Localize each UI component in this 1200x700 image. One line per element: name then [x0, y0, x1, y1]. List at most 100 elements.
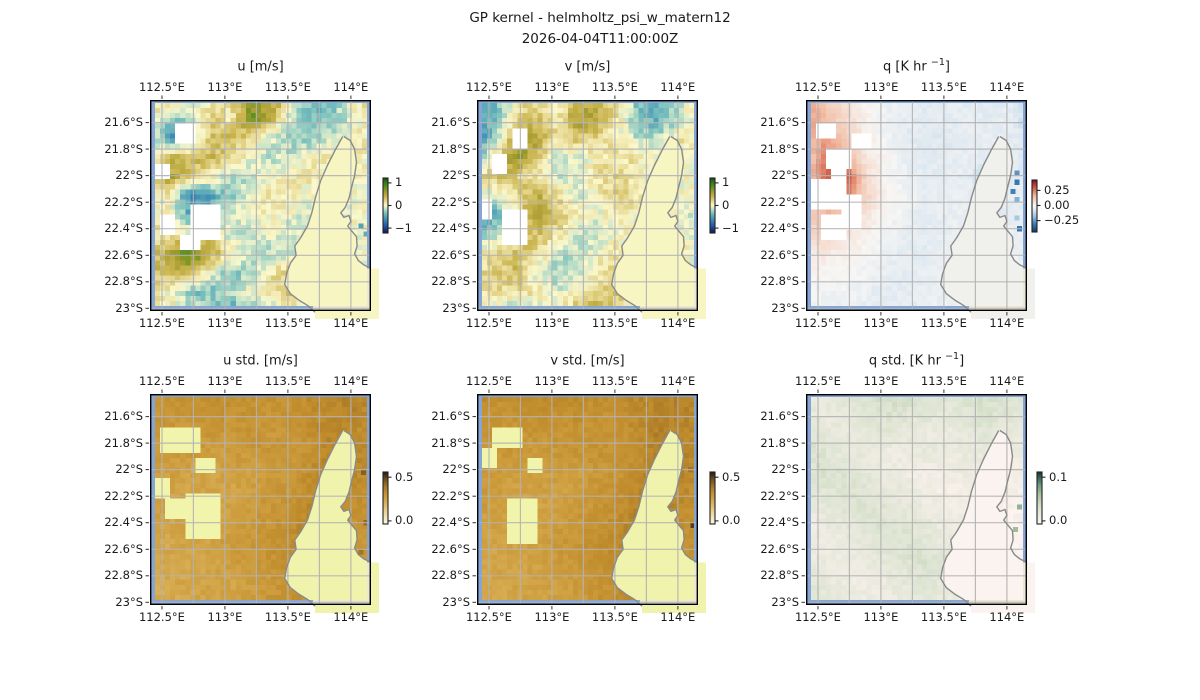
tick-label-lon: 113°E [863, 80, 899, 94]
tick-label-lat: 21.8°S [431, 435, 470, 450]
tick-label-lat: 22.2°S [760, 488, 799, 503]
tick-label-lat: 21.6°S [104, 115, 143, 130]
tick-label-lat: 22.6°S [760, 541, 799, 556]
tick-label-lat: 22.4°S [760, 221, 799, 236]
tick-label-lon: 113°E [207, 316, 243, 330]
tick-label-lon: 113°E [534, 316, 570, 330]
tick-label-lon: 114°E [989, 316, 1025, 330]
tick-label-lon: 114°E [660, 80, 696, 94]
tick-label-lat: 22.2°S [431, 488, 470, 503]
tick-label-lon: 113°E [207, 80, 243, 94]
tick-label-lat: 22.6°S [431, 541, 470, 556]
panel-title-q: q [K hr −1] [806, 57, 1027, 74]
colorbar-u_std [382, 471, 392, 525]
tick-label-lon: 112.5°E [794, 316, 841, 330]
tick-label-lat: 21.6°S [104, 409, 143, 424]
colorbar-tick-label: 0.0 [1049, 513, 1068, 528]
tick-label-lon: 112.5°E [138, 610, 185, 624]
tick-label-lat: 22.2°S [760, 194, 799, 209]
tick-label-lat: 22°S [771, 462, 799, 477]
map-u_std [145, 389, 379, 613]
tick-label-lon: 113°E [534, 80, 570, 94]
tick-label-lon: 113.5°E [591, 80, 638, 94]
tick-label-lon: 114°E [333, 374, 369, 388]
tick-label-lon: 113.5°E [264, 316, 311, 330]
tick-label-lat: 21.8°S [760, 141, 799, 156]
panel-title-v-std: v std. [m/s] [477, 351, 698, 368]
tick-label-lon: 113°E [863, 610, 899, 624]
tick-label-lat: 22.8°S [431, 274, 470, 289]
tick-label-lat: 22.4°S [431, 221, 470, 236]
tick-label-lon: 112.5°E [794, 80, 841, 94]
tick-label-lat: 23°S [442, 300, 470, 315]
tick-label-lat: 22.6°S [104, 541, 143, 556]
tick-label-lon: 113°E [207, 610, 243, 624]
colorbar-tick-label: 0.5 [395, 469, 414, 484]
tick-label-lon: 114°E [333, 80, 369, 94]
tick-label-lon: 113°E [534, 610, 570, 624]
tick-label-lat: 23°S [442, 594, 470, 609]
tick-label-lat: 21.6°S [760, 115, 799, 130]
tick-label-lon: 113.5°E [920, 316, 967, 330]
tick-label-lon: 113.5°E [591, 316, 638, 330]
tick-label-lat: 21.8°S [760, 435, 799, 450]
panel-title-text: v std. [m/s] [550, 353, 625, 369]
panel-title-sup: −1 [945, 351, 960, 362]
colorbar-v [709, 177, 719, 234]
tick-label-lat: 22°S [771, 168, 799, 183]
colorbar-u [382, 177, 392, 234]
tick-label-lat: 21.6°S [760, 409, 799, 424]
tick-label-lon: 113.5°E [920, 610, 967, 624]
panel-title-u: u [m/s] [150, 57, 371, 74]
tick-label-lat: 22.8°S [431, 568, 470, 583]
panel-title-text: u std. [m/s] [223, 353, 298, 369]
tick-label-lon: 113°E [863, 316, 899, 330]
tick-label-lon: 114°E [333, 610, 369, 624]
map-q_std [801, 389, 1035, 613]
tick-label-lat: 21.8°S [104, 141, 143, 156]
tick-label-lon: 112.5°E [465, 610, 512, 624]
tick-label-lon: 112.5°E [138, 374, 185, 388]
tick-label-lon: 113.5°E [264, 374, 311, 388]
colorbar-tick-label: 0.00 [1044, 197, 1070, 212]
tick-label-lat: 22.2°S [104, 488, 143, 503]
tick-label-lon: 113.5°E [264, 80, 311, 94]
colorbar-q_std [1036, 471, 1046, 525]
tick-label-lon: 112.5°E [465, 374, 512, 388]
tick-label-lon: 114°E [989, 610, 1025, 624]
colorbar-tick-label: 0.25 [1044, 182, 1070, 197]
tick-label-lon: 113.5°E [264, 610, 311, 624]
colorbar-tick-label: 0 [395, 198, 403, 212]
tick-label-lon: 114°E [660, 316, 696, 330]
tick-label-lat: 22.8°S [760, 568, 799, 583]
panel-title-text: ] [959, 353, 965, 369]
panel-title-text: ] [944, 59, 950, 75]
tick-label-lon: 113.5°E [920, 80, 967, 94]
colorbar-tick-label: 0 [722, 198, 730, 212]
figure-subtitle: 2026-04-04T11:00:00Z [521, 31, 679, 47]
tick-label-lon: 113.5°E [920, 374, 967, 388]
tick-label-lat: 22.2°S [431, 194, 470, 209]
tick-label-lon: 114°E [333, 316, 369, 330]
tick-label-lon: 114°E [660, 374, 696, 388]
colorbar-tick-label: 0.0 [395, 513, 414, 528]
tick-label-lat: 23°S [771, 594, 799, 609]
tick-label-lat: 22°S [115, 168, 143, 183]
map-v [472, 95, 706, 319]
tick-label-lat: 23°S [115, 300, 143, 315]
panel-title-text: q std. [K hr [868, 353, 946, 369]
tick-label-lat: 21.6°S [431, 115, 470, 130]
tick-label-lat: 21.6°S [431, 409, 470, 424]
colorbar-tick-label: 1 [722, 175, 730, 190]
colorbar-q [1031, 179, 1041, 233]
tick-label-lat: 22.8°S [104, 274, 143, 289]
tick-label-lat: 22°S [442, 462, 470, 477]
panel-title-text: u [m/s] [237, 59, 284, 75]
colorbar-tick-label: −0.25 [1044, 213, 1080, 228]
panel-title-text: v [m/s] [564, 59, 611, 75]
panel-title-u-std: u std. [m/s] [150, 351, 371, 368]
tick-label-lon: 114°E [989, 80, 1025, 94]
colorbar-tick-label: 0.5 [722, 469, 741, 484]
tick-label-lat: 22.4°S [431, 515, 470, 530]
panel-title-q-std: q std. [K hr −1] [806, 351, 1027, 368]
